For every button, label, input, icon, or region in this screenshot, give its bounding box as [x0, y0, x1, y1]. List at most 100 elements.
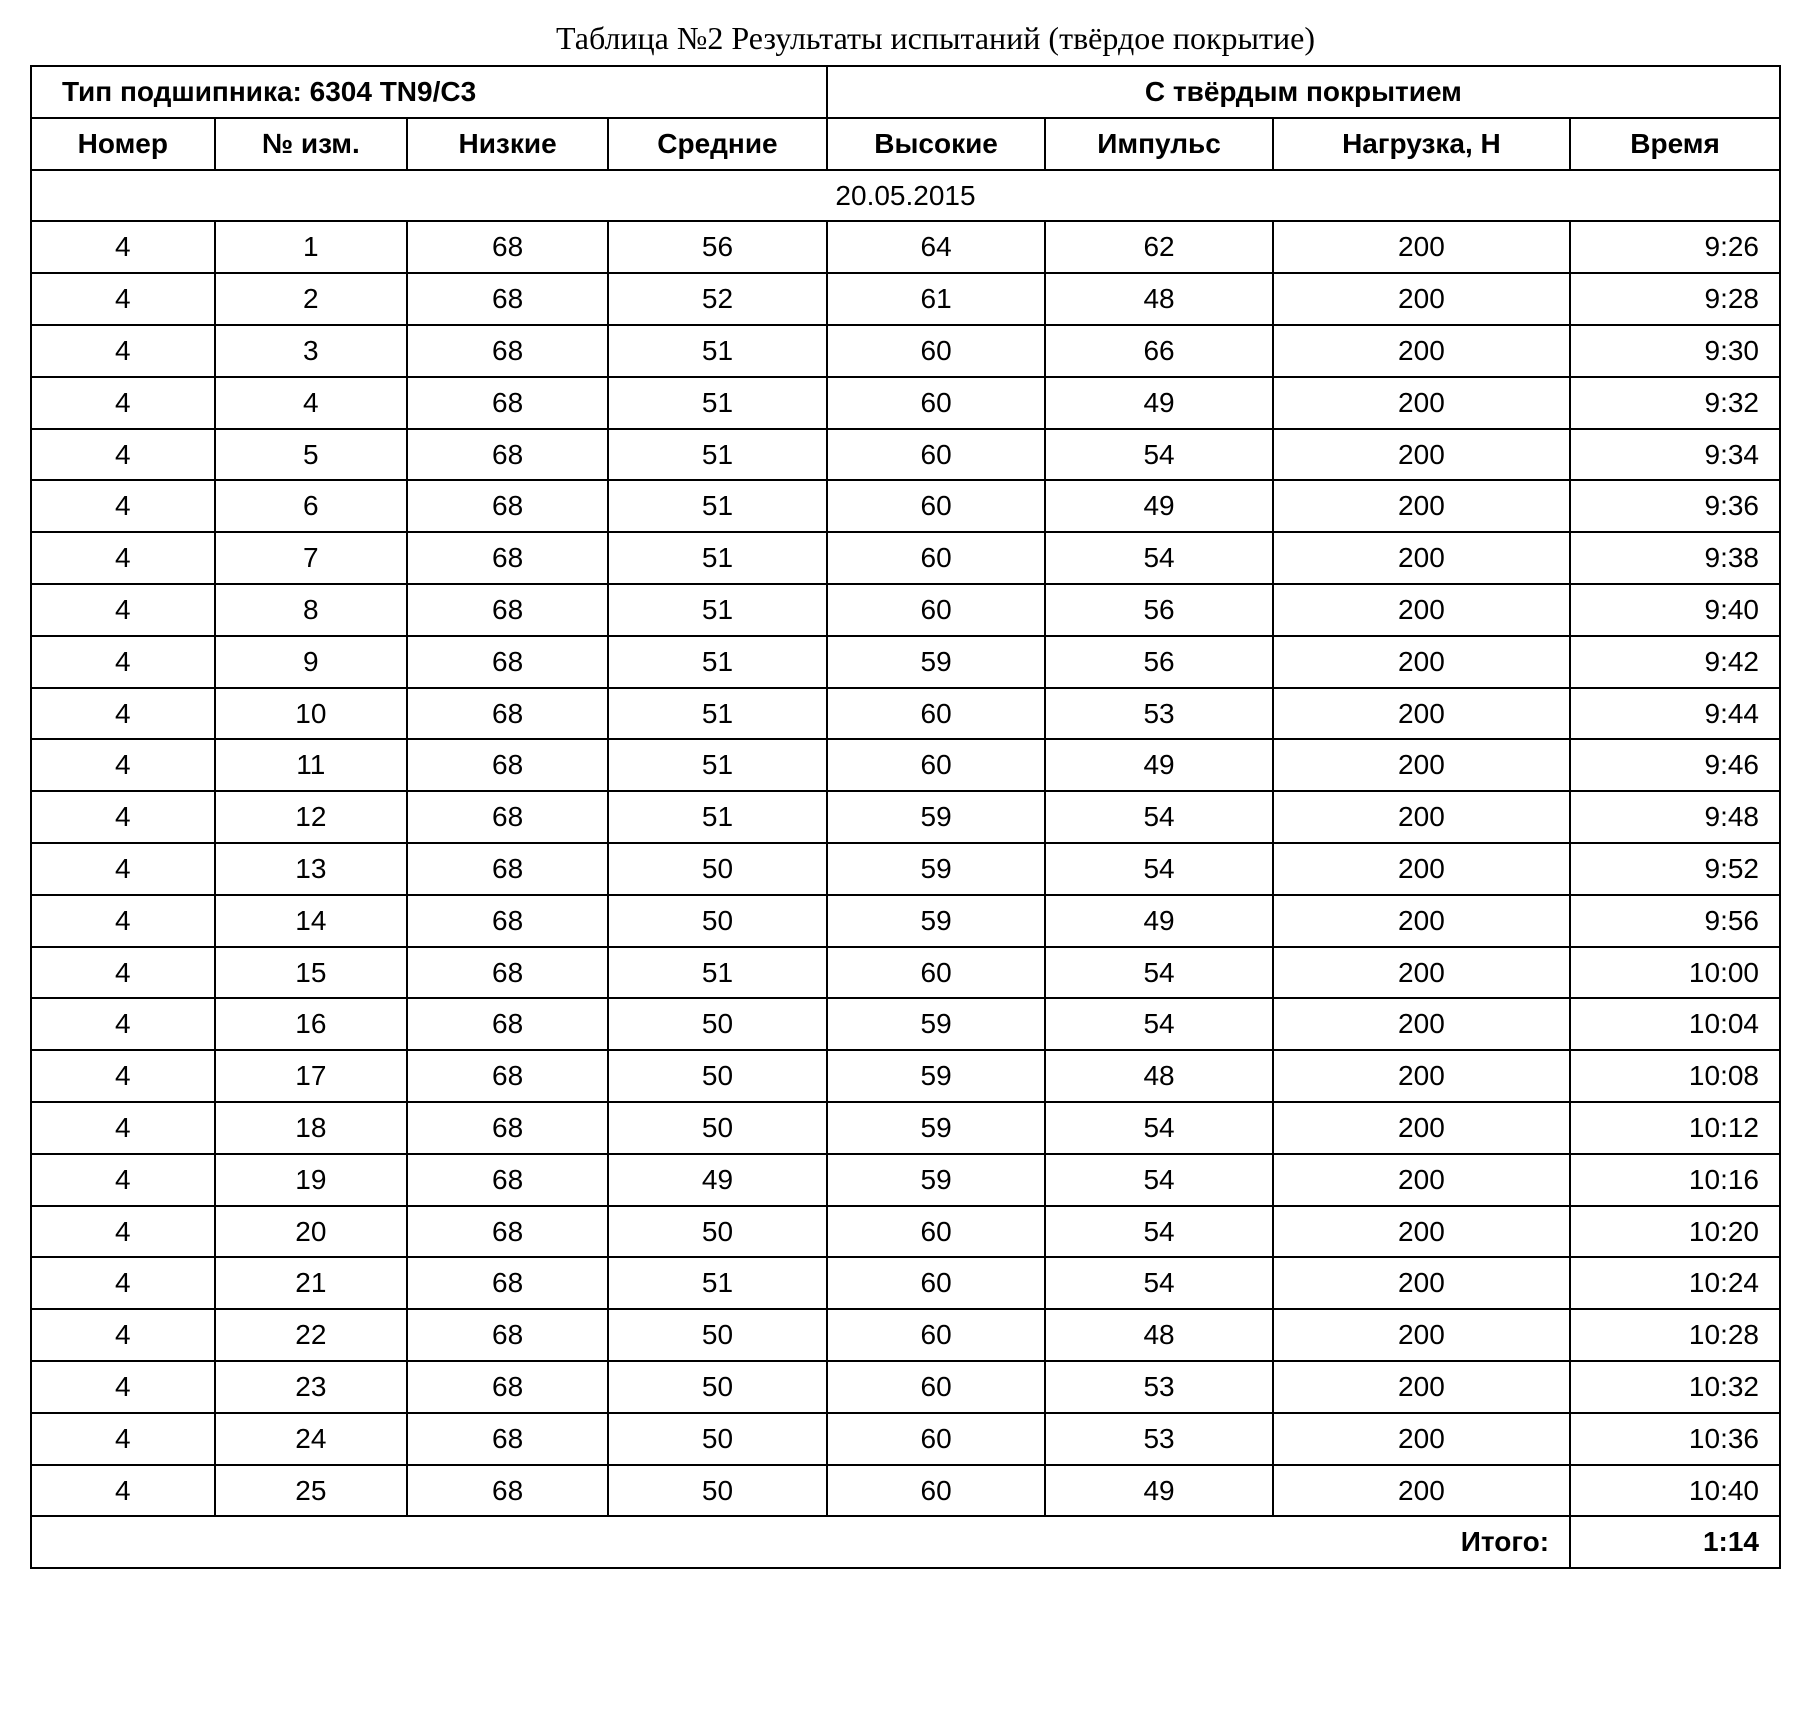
- results-table: Тип подшипника: 6304 TN9/C3 С твёрдым по…: [30, 65, 1781, 1569]
- table-body: 20.05.2015 41685664622009:26426852614820…: [31, 170, 1780, 1517]
- table-row: 4256850604920010:40: [31, 1465, 1780, 1517]
- table-cell: 51: [608, 739, 827, 791]
- table-cell: 51: [608, 377, 827, 429]
- table-cell: 50: [608, 1050, 827, 1102]
- col-header: Нагрузка, Н: [1273, 118, 1570, 170]
- table-cell: 68: [407, 1206, 608, 1258]
- table-cell: 60: [827, 1206, 1046, 1258]
- table-cell: 4: [31, 1361, 215, 1413]
- table-cell: 4: [31, 1257, 215, 1309]
- table-cell: 68: [407, 895, 608, 947]
- table-cell: 4: [31, 480, 215, 532]
- table-cell: 68: [407, 377, 608, 429]
- table-cell: 6: [215, 480, 407, 532]
- table-cell: 11: [215, 739, 407, 791]
- table-cell: 200: [1273, 1206, 1570, 1258]
- table-cell: 9:36: [1570, 480, 1780, 532]
- table-row: 4166850595420010:04: [31, 998, 1780, 1050]
- table-cell: 21: [215, 1257, 407, 1309]
- table-row: 410685160532009:44: [31, 688, 1780, 740]
- table-cell: 22: [215, 1309, 407, 1361]
- table-row: 411685160492009:46: [31, 739, 1780, 791]
- col-header: Импульс: [1045, 118, 1272, 170]
- table-cell: 60: [827, 325, 1046, 377]
- table-cell: 3: [215, 325, 407, 377]
- table-cell: 200: [1273, 221, 1570, 273]
- table-cell: 51: [608, 1257, 827, 1309]
- table-cell: 53: [1045, 1413, 1272, 1465]
- table-cell: 9:34: [1570, 429, 1780, 481]
- total-label: Итого:: [31, 1516, 1570, 1568]
- table-cell: 68: [407, 1050, 608, 1102]
- table-cell: 10:08: [1570, 1050, 1780, 1102]
- table-cell: 1: [215, 221, 407, 273]
- column-header-row: Номер № изм. Низкие Средние Высокие Импу…: [31, 118, 1780, 170]
- table-cell: 200: [1273, 325, 1570, 377]
- table-row: 414685059492009:56: [31, 895, 1780, 947]
- date-cell: 20.05.2015: [31, 170, 1780, 222]
- table-cell: 68: [407, 998, 608, 1050]
- table-cell: 19: [215, 1154, 407, 1206]
- table-cell: 50: [608, 895, 827, 947]
- table-cell: 59: [827, 791, 1046, 843]
- table-cell: 51: [608, 480, 827, 532]
- table-cell: 200: [1273, 947, 1570, 999]
- col-header: № изм.: [215, 118, 407, 170]
- table-cell: 51: [608, 325, 827, 377]
- table-cell: 4: [31, 1413, 215, 1465]
- table-cell: 59: [827, 843, 1046, 895]
- table-cell: 4: [31, 377, 215, 429]
- table-cell: 60: [827, 532, 1046, 584]
- table-cell: 4: [31, 221, 215, 273]
- table-row: 47685160542009:38: [31, 532, 1780, 584]
- table-cell: 25: [215, 1465, 407, 1517]
- table-cell: 9:40: [1570, 584, 1780, 636]
- table-cell: 200: [1273, 429, 1570, 481]
- table-cell: 200: [1273, 1257, 1570, 1309]
- table-row: 4176850594820010:08: [31, 1050, 1780, 1102]
- table-cell: 200: [1273, 1154, 1570, 1206]
- table-cell: 68: [407, 1154, 608, 1206]
- table-cell: 4: [31, 947, 215, 999]
- table-row: 4196849595420010:16: [31, 1154, 1780, 1206]
- table-cell: 4: [31, 273, 215, 325]
- table-cell: 53: [1045, 688, 1272, 740]
- table-cell: 60: [827, 1465, 1046, 1517]
- table-cell: 9:32: [1570, 377, 1780, 429]
- table-cell: 16: [215, 998, 407, 1050]
- table-cell: 68: [407, 1465, 608, 1517]
- col-header: Время: [1570, 118, 1780, 170]
- table-cell: 68: [407, 1361, 608, 1413]
- table-cell: 54: [1045, 1206, 1272, 1258]
- table-cell: 68: [407, 1102, 608, 1154]
- table-cell: 9:28: [1570, 273, 1780, 325]
- table-row: 41685664622009:26: [31, 221, 1780, 273]
- table-cell: 8: [215, 584, 407, 636]
- table-row: 42685261482009:28: [31, 273, 1780, 325]
- col-header: Средние: [608, 118, 827, 170]
- table-cell: 10:24: [1570, 1257, 1780, 1309]
- table-cell: 60: [827, 429, 1046, 481]
- table-row: 45685160542009:34: [31, 429, 1780, 481]
- table-cell: 24: [215, 1413, 407, 1465]
- header-group-row: Тип подшипника: 6304 TN9/C3 С твёрдым по…: [31, 66, 1780, 118]
- table-cell: 4: [31, 1465, 215, 1517]
- table-cell: 54: [1045, 791, 1272, 843]
- table-row: 44685160492009:32: [31, 377, 1780, 429]
- table-cell: 59: [827, 1154, 1046, 1206]
- table-cell: 200: [1273, 273, 1570, 325]
- table-cell: 60: [827, 1309, 1046, 1361]
- table-cell: 200: [1273, 1050, 1570, 1102]
- table-cell: 23: [215, 1361, 407, 1413]
- table-cell: 9:46: [1570, 739, 1780, 791]
- table-cell: 12: [215, 791, 407, 843]
- table-row: 412685159542009:48: [31, 791, 1780, 843]
- table-cell: 4: [31, 688, 215, 740]
- table-cell: 62: [1045, 221, 1272, 273]
- table-cell: 49: [1045, 377, 1272, 429]
- col-header: Низкие: [407, 118, 608, 170]
- table-cell: 10:00: [1570, 947, 1780, 999]
- table-cell: 53: [1045, 1361, 1272, 1413]
- table-cell: 5: [215, 429, 407, 481]
- table-cell: 50: [608, 1413, 827, 1465]
